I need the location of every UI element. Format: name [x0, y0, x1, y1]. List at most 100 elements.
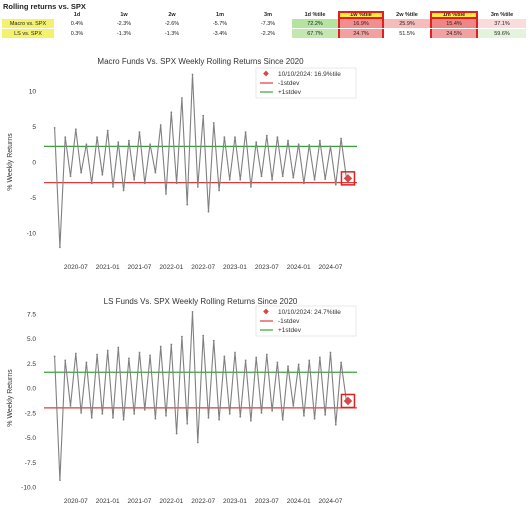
returns-data-point: [165, 414, 167, 417]
returns-data-point: [297, 363, 300, 366]
column-header: 2w: [168, 12, 176, 18]
returns-data-point: [186, 203, 189, 206]
returns-data-point: [287, 365, 289, 368]
x-tick-label: 2020-07: [64, 264, 88, 271]
returns-data-point: [212, 339, 215, 342]
table-cell: -1.3%: [100, 28, 148, 39]
returns-data-point: [297, 143, 300, 146]
chart-title: LS Funds Vs. SPX Weekly Rolling Returns …: [104, 297, 298, 306]
returns-data-point: [202, 334, 205, 337]
returns-data-point: [64, 136, 67, 139]
returns-data-point: [181, 335, 183, 338]
returns-data-point: [149, 143, 152, 146]
returns-data-point: [308, 359, 311, 362]
column-header: 1w: [120, 12, 128, 18]
x-tick-label: 2021-01: [96, 498, 120, 505]
returns-data-point: [64, 359, 67, 362]
returns-data-point: [249, 185, 252, 188]
table-cell: 72.2%: [292, 19, 338, 29]
macro-chart: Macro Funds Vs. SPX Weekly Rolling Retur…: [7, 57, 357, 271]
y-tick-label: -5.0: [25, 435, 37, 442]
returns-data-point: [212, 121, 215, 124]
x-tick-label: 2023-07: [255, 264, 279, 271]
table-cell: 15.4%: [430, 19, 478, 29]
table-cell: 24.7%: [338, 28, 384, 39]
returns-data-point: [159, 345, 162, 348]
returns-data-point: [106, 349, 109, 352]
returns-data-point: [303, 182, 305, 185]
table-cell: 51.5%: [384, 28, 430, 39]
returns-data-point: [334, 423, 337, 426]
returns-data-point: [265, 134, 268, 137]
y-tick-label: 10: [29, 88, 37, 95]
returns-data-point: [313, 178, 316, 181]
returns-data-point: [244, 359, 247, 362]
returns-data-point: [53, 355, 56, 358]
returns-data-point: [207, 416, 210, 419]
returns-data-point: [59, 246, 61, 249]
returns-data-point: [154, 171, 157, 174]
returns-data-point: [196, 185, 199, 188]
returns-data-point: [271, 178, 274, 181]
returns-data-point: [191, 311, 194, 313]
table-cell: -5.7%: [196, 19, 244, 29]
returns-data-point: [260, 411, 263, 414]
returns-data-point: [90, 416, 93, 419]
returns-data-point: [207, 210, 210, 213]
returns-data-point: [133, 178, 136, 181]
x-tick-label: 2021-01: [96, 264, 120, 271]
ls-chart: LS Funds Vs. SPX Weekly Rolling Returns …: [7, 297, 357, 505]
column-header: 1w %tile: [338, 11, 384, 19]
returns-data-point: [53, 126, 56, 129]
x-tick-label: 2024-01: [287, 498, 311, 505]
x-tick-label: 2024-07: [319, 498, 343, 505]
table-cell: -2.6%: [148, 19, 196, 29]
returns-data-point: [303, 414, 305, 417]
column-header: 1m: [216, 12, 224, 18]
latest-point-marker: [343, 174, 353, 183]
y-tick-label: 5: [32, 124, 36, 131]
row-label: LS vs. SPX: [2, 28, 54, 39]
returns-data-point: [74, 128, 77, 131]
returns-data-point: [80, 411, 83, 414]
y-axis-label: % Weekly Returns: [7, 133, 14, 191]
returns-data-point: [96, 353, 98, 356]
returns-series-line: [54, 311, 347, 481]
returns-series-line: [54, 74, 347, 248]
returns-data-point: [218, 189, 220, 192]
y-tick-label: 7.5: [27, 311, 36, 318]
returns-data-point: [101, 412, 104, 415]
returns-data-point: [165, 193, 167, 195]
table-cell: -7.3%: [244, 19, 292, 29]
returns-data-point: [276, 136, 279, 139]
column-header: 3m %tile: [490, 12, 514, 18]
legend-entry: +1stdev: [278, 327, 302, 334]
legend-entry: +1stdev: [278, 89, 302, 96]
returns-data-point: [276, 361, 279, 364]
x-tick-label: 2024-01: [287, 264, 311, 271]
returns-data-point: [106, 129, 109, 132]
returns-data-point: [122, 189, 125, 192]
returns-data-point: [340, 361, 342, 364]
y-tick-label: 5.0: [27, 336, 36, 343]
returns-data-point: [313, 417, 316, 420]
returns-data-point: [181, 97, 183, 99]
y-tick-label: -5: [30, 195, 36, 202]
returns-data-point: [218, 418, 220, 421]
y-tick-label: 0.0: [27, 386, 36, 393]
returns-data-point: [324, 413, 327, 416]
returns-data-point: [255, 356, 258, 359]
table-cell: 0.3%: [54, 28, 100, 39]
returns-data-point: [228, 412, 231, 415]
table-cell: 16.9%: [338, 19, 384, 29]
returns-data-point: [154, 417, 157, 420]
table-cell: 25.9%: [384, 19, 430, 29]
returns-data-point: [244, 131, 247, 134]
returns-data-point: [74, 352, 77, 355]
returns-data-point: [112, 185, 114, 188]
returns-data-point: [138, 131, 141, 134]
x-tick-label: 2021-07: [128, 498, 152, 505]
x-tick-label: 2021-07: [128, 264, 152, 271]
returns-data-point: [196, 441, 199, 444]
returns-data-point: [59, 479, 61, 482]
